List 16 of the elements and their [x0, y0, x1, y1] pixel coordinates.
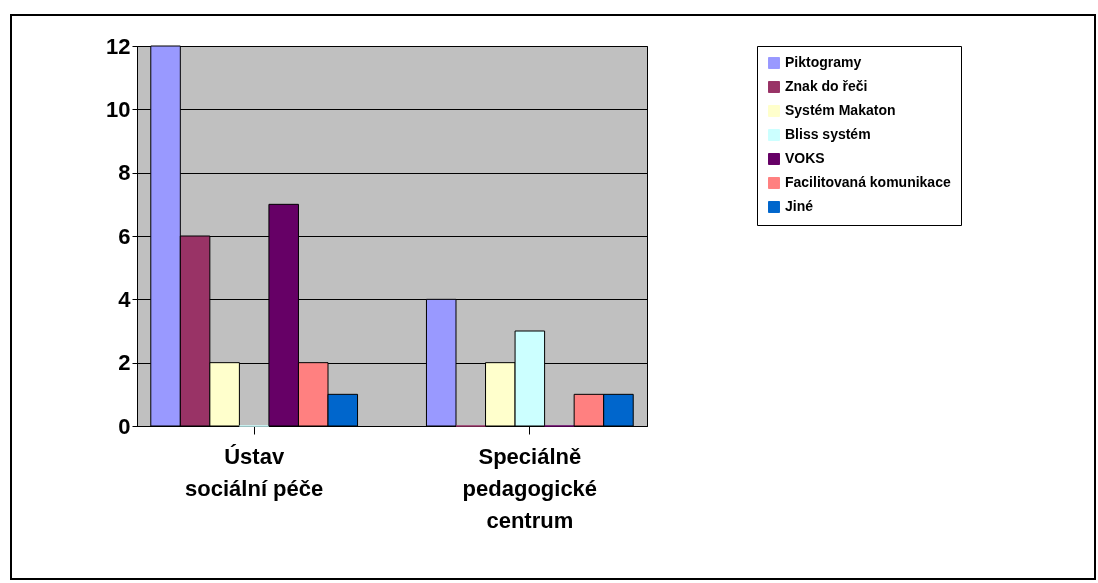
- legend-label: Piktogramy: [785, 54, 862, 70]
- y-tick-label: 12: [106, 33, 131, 59]
- legend-label: Znak do řeči: [785, 78, 868, 94]
- y-tick-label: 8: [118, 160, 131, 186]
- legend-label: VOKS: [785, 150, 825, 166]
- legend-label: Facilitovaná komunikace: [785, 174, 951, 190]
- legend-label: Bliss systém: [785, 126, 871, 142]
- y-tick-label: 6: [118, 223, 131, 249]
- x-tick-label: Speciálně pedagogické centrum: [462, 443, 598, 533]
- y-tick-label: 10: [106, 96, 131, 122]
- y-tick-label: 2: [118, 350, 131, 376]
- legend-label: Jiné: [785, 198, 814, 214]
- y-tick-label: 4: [118, 286, 132, 312]
- legend-label: Systém Makaton: [785, 102, 896, 118]
- y-tick-label: 0: [118, 413, 131, 439]
- x-tick-label: Ústav sociální péče: [185, 443, 324, 501]
